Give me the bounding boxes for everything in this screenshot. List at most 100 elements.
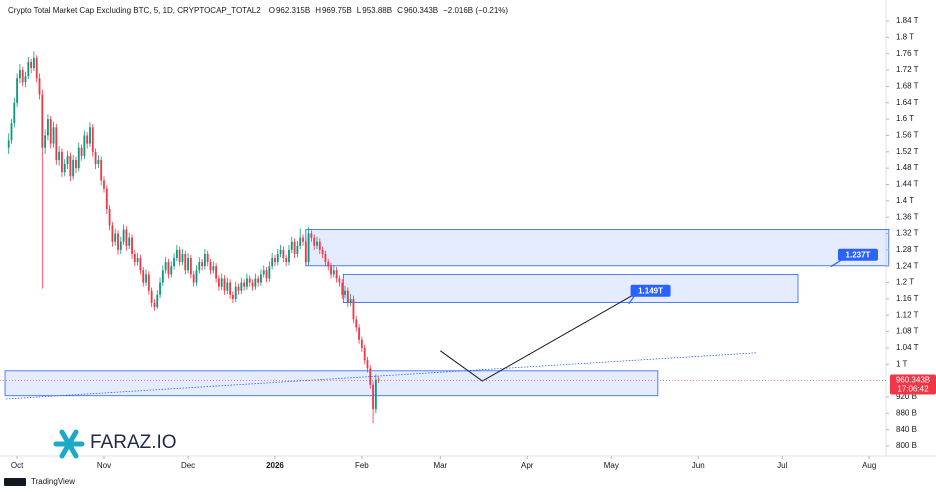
y-tick-label: 1.64 T	[896, 98, 919, 107]
candle-body	[358, 327, 360, 340]
candle-body	[198, 262, 201, 271]
candle-body	[374, 379, 377, 410]
y-tick-label: 1 T	[896, 359, 908, 368]
candle-body	[243, 282, 246, 287]
logo-mark	[53, 429, 85, 459]
y-tick-label: 1.6 T	[896, 114, 914, 123]
candle-body	[55, 127, 58, 160]
y-tick-label: 1.12 T	[896, 310, 919, 319]
y-tick-label: 1.32 T	[896, 229, 919, 238]
candle-body	[237, 286, 240, 291]
candle-body	[153, 302, 156, 308]
candle-body	[117, 233, 119, 250]
candle-body	[105, 188, 108, 209]
candle-body	[203, 253, 206, 267]
candle-body	[136, 258, 139, 263]
y-tick-label: 1.4 T	[896, 196, 914, 205]
candle-body	[293, 241, 296, 254]
candle-body	[91, 127, 94, 152]
x-tick-label: Nov	[97, 461, 111, 470]
candle-body	[41, 94, 44, 148]
candle-body	[226, 282, 229, 291]
candle-body	[44, 135, 47, 148]
candle-body	[369, 368, 372, 385]
candle-body	[66, 155, 69, 165]
x-tick-label: May	[604, 461, 619, 470]
candle-body	[58, 151, 61, 160]
y-tick-label: 1.8 T	[896, 32, 914, 41]
candle-body	[223, 278, 226, 291]
y-tick-label: 1.2 T	[896, 278, 914, 287]
candle-body	[276, 253, 279, 263]
candle-body	[282, 249, 285, 259]
candle-body	[114, 233, 117, 242]
candle-body	[89, 127, 91, 144]
x-tick-label: Aug	[862, 461, 876, 470]
candle-body	[69, 155, 72, 177]
candle-body	[27, 61, 30, 77]
candle-body	[299, 237, 302, 246]
candle-body	[288, 249, 290, 263]
y-tick-label: 1.48 T	[896, 163, 919, 172]
candle-body	[265, 270, 268, 279]
candle-body	[248, 278, 251, 283]
y-tick-label: 1.04 T	[896, 343, 919, 352]
candle-body	[52, 127, 55, 144]
x-tick-label: Jul	[777, 461, 787, 470]
candle-body	[189, 258, 192, 275]
candle-body	[170, 266, 173, 275]
candle-body	[147, 274, 150, 291]
candle-body	[251, 282, 254, 287]
candle-body	[338, 278, 341, 283]
candle-body	[142, 270, 145, 283]
y-tick-label: 880 B	[896, 408, 917, 417]
candle-body	[125, 229, 128, 246]
y-tick-label: 1.36 T	[896, 212, 919, 221]
x-tick-label: Mar	[433, 461, 447, 470]
candle-body	[257, 278, 260, 283]
candle-body	[181, 253, 184, 263]
candle-body	[327, 262, 330, 267]
candle-body	[310, 233, 313, 238]
candle-body	[366, 360, 369, 369]
x-tick-label: Oct	[11, 461, 24, 470]
ohlc-key: L	[357, 6, 362, 15]
y-tick-label: 1.72 T	[896, 65, 919, 74]
candle-body	[184, 253, 187, 271]
ohlc-value: 969.75B	[322, 6, 352, 15]
candle-body	[161, 270, 164, 283]
candle-body	[344, 290, 346, 295]
candle-body	[33, 57, 35, 69]
candle-body	[316, 241, 318, 246]
footer: TradingView	[31, 477, 75, 486]
annotation-label: 1.237T	[846, 250, 871, 259]
candle-body	[274, 258, 276, 263]
zone	[342, 273, 799, 303]
ohlc-key: C	[397, 6, 403, 15]
trend-line	[5, 352, 756, 400]
candle-body	[86, 135, 89, 144]
candle-body	[10, 123, 13, 141]
title: Crypto Total Market Cap Excluding BTC, 5…	[8, 6, 261, 15]
candle-body	[63, 164, 66, 173]
candle-body	[335, 270, 338, 279]
candle-body	[47, 119, 49, 136]
ohlc-key: O	[269, 6, 275, 15]
candle-body	[35, 57, 38, 79]
candle-body	[307, 233, 310, 263]
y-tick-label: 840 B	[896, 425, 917, 434]
candle-body	[97, 159, 100, 165]
candle-body	[215, 266, 218, 279]
annotation-box	[837, 248, 878, 261]
candle-body	[206, 253, 209, 263]
candle-body	[7, 140, 10, 148]
zone	[305, 229, 890, 267]
candle-body	[240, 282, 243, 291]
annotation-label: 1.149T	[638, 286, 663, 295]
candle-body	[332, 270, 335, 275]
candle-body	[296, 245, 299, 254]
candle-body	[341, 282, 344, 295]
candle-body	[377, 379, 380, 381]
